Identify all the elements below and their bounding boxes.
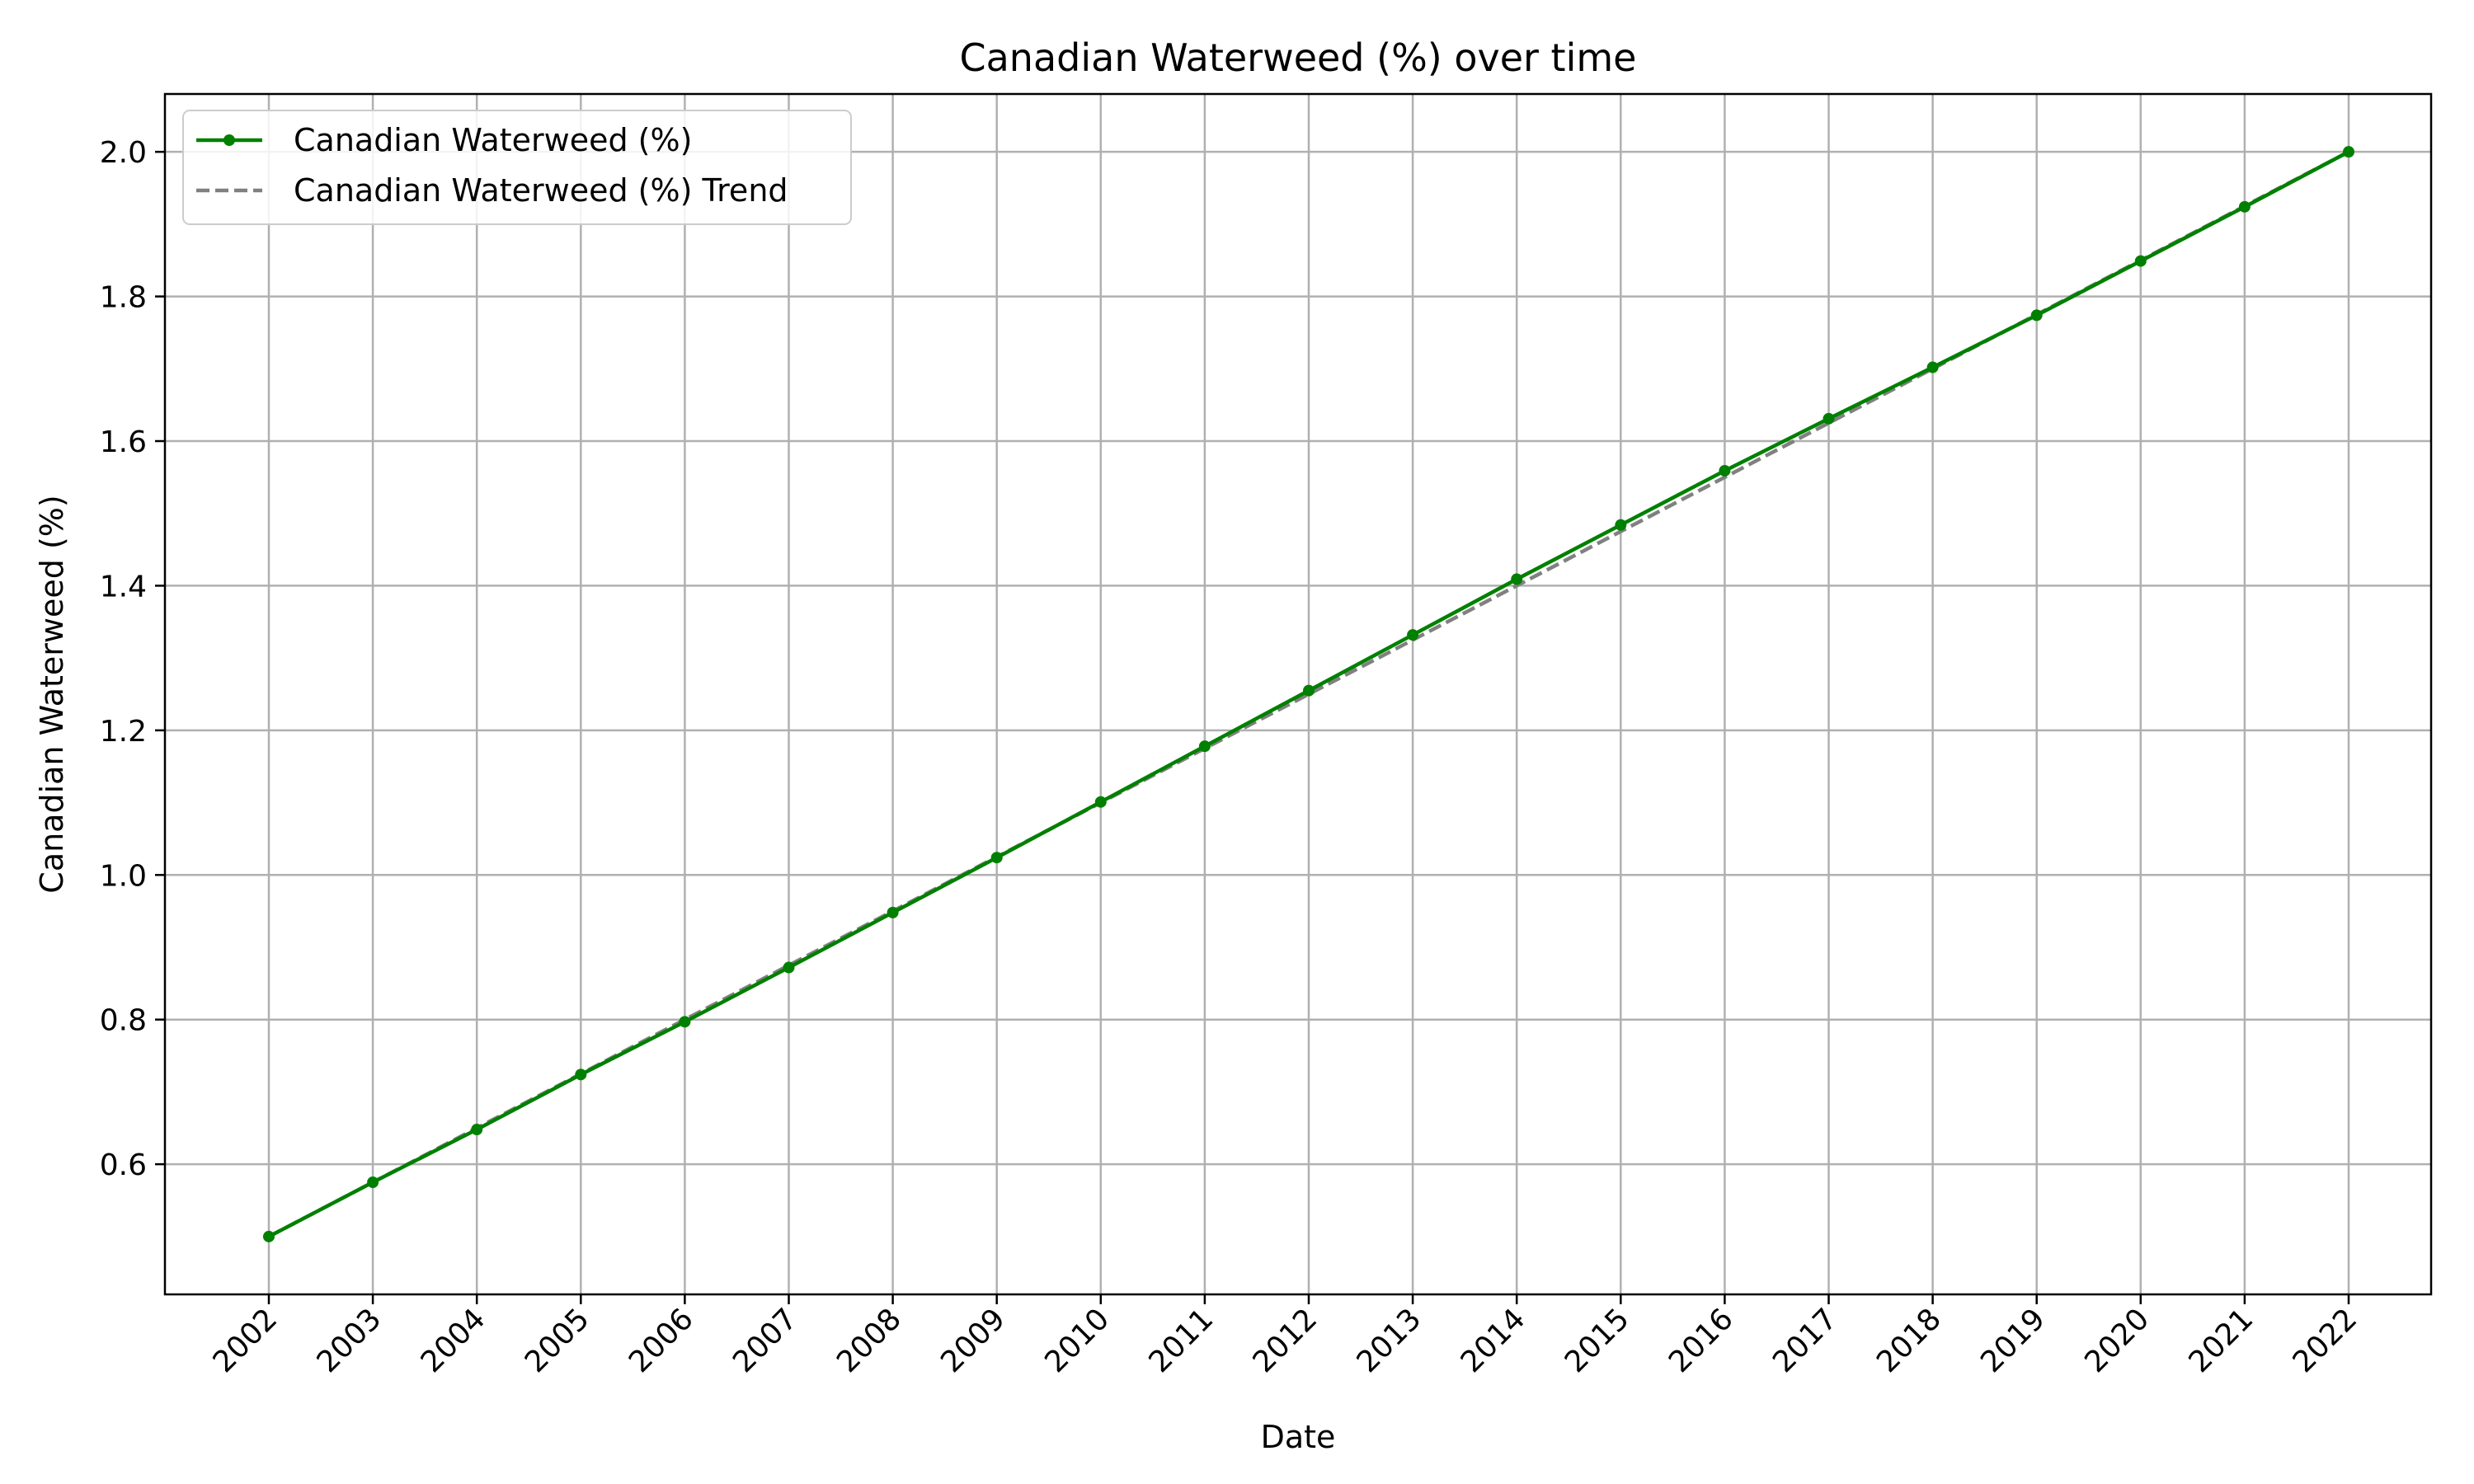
legend-label-series-0: Canadian Waterweed (%)	[294, 122, 692, 158]
data-point	[1926, 361, 1939, 373]
data-point	[1615, 519, 1627, 531]
data-point	[2134, 255, 2147, 267]
data-point	[575, 1068, 587, 1081]
data-point	[1094, 796, 1107, 808]
chart-title: Canadian Waterweed (%) over time	[960, 35, 1637, 80]
y-axis-label: Canadian Waterweed (%)	[34, 495, 70, 893]
data-point	[1198, 740, 1211, 753]
y-tick-label: 0.6	[100, 1148, 147, 1182]
y-tick-label: 2.0	[100, 136, 147, 170]
y-tick-label: 1.8	[100, 281, 147, 315]
data-point	[679, 1016, 691, 1028]
data-point	[1407, 629, 1419, 641]
legend: Canadian Waterweed (%) Canadian Waterwee…	[182, 110, 852, 225]
legend-box	[182, 110, 852, 225]
data-point	[263, 1230, 275, 1242]
data-point	[2238, 200, 2251, 213]
plot-frame	[163, 92, 2433, 1296]
data-point	[2030, 309, 2043, 322]
data-point	[1511, 573, 1523, 585]
y-tick-label: 1.6	[100, 425, 147, 459]
y-tick-label: 1.2	[100, 715, 147, 749]
data-point	[367, 1176, 379, 1189]
x-axis-label: Date	[1261, 1419, 1336, 1455]
data-point	[1303, 684, 1315, 697]
data-point	[1719, 464, 1731, 477]
data-point	[471, 1124, 483, 1136]
data-point	[990, 852, 1003, 864]
legend-label-series-1: Canadian Waterweed (%) Trend	[294, 172, 788, 209]
series-layer	[263, 146, 2354, 1242]
legend-marker-series-0	[223, 134, 235, 146]
y-tick-label: 1.0	[100, 859, 147, 893]
data-point	[2343, 146, 2354, 158]
y-tick-label: 0.8	[100, 1004, 147, 1038]
data-point	[1823, 412, 1835, 425]
data-point	[887, 906, 899, 918]
y-tick-label: 1.4	[100, 570, 147, 603]
data-point	[783, 961, 795, 974]
